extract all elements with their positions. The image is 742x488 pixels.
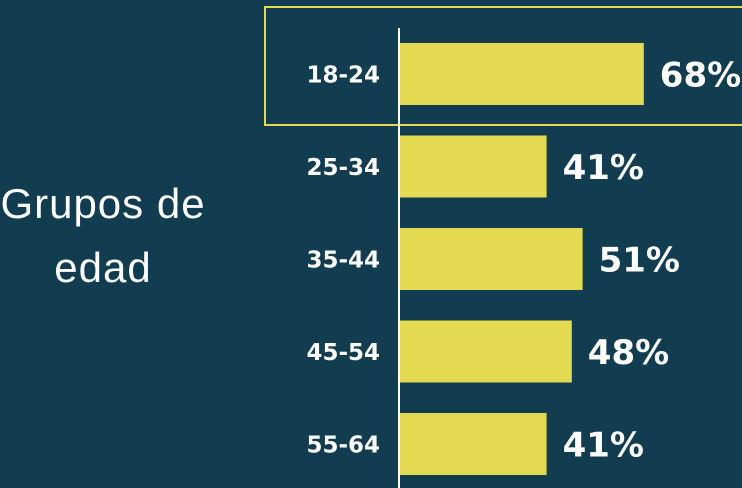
bar	[399, 413, 547, 475]
y-tick-label: 35-44	[306, 248, 380, 274]
bar	[399, 135, 547, 198]
value-label: 41%	[563, 148, 644, 188]
value-label: 41%	[563, 426, 644, 466]
chart-title: Grupos de edad	[0, 180, 206, 291]
value-label: 51%	[599, 241, 680, 281]
y-tick-label: 45-54	[306, 340, 380, 366]
y-tick-label: 18-24	[306, 63, 380, 89]
value-label: 68%	[660, 56, 741, 96]
value-label: 48%	[588, 333, 669, 373]
bar	[399, 228, 583, 290]
y-tick-label: 25-34	[306, 155, 380, 181]
y-tick-label: 55-64	[306, 433, 380, 459]
highlight-box	[264, 6, 742, 126]
bar	[399, 43, 644, 105]
bar	[399, 320, 572, 383]
